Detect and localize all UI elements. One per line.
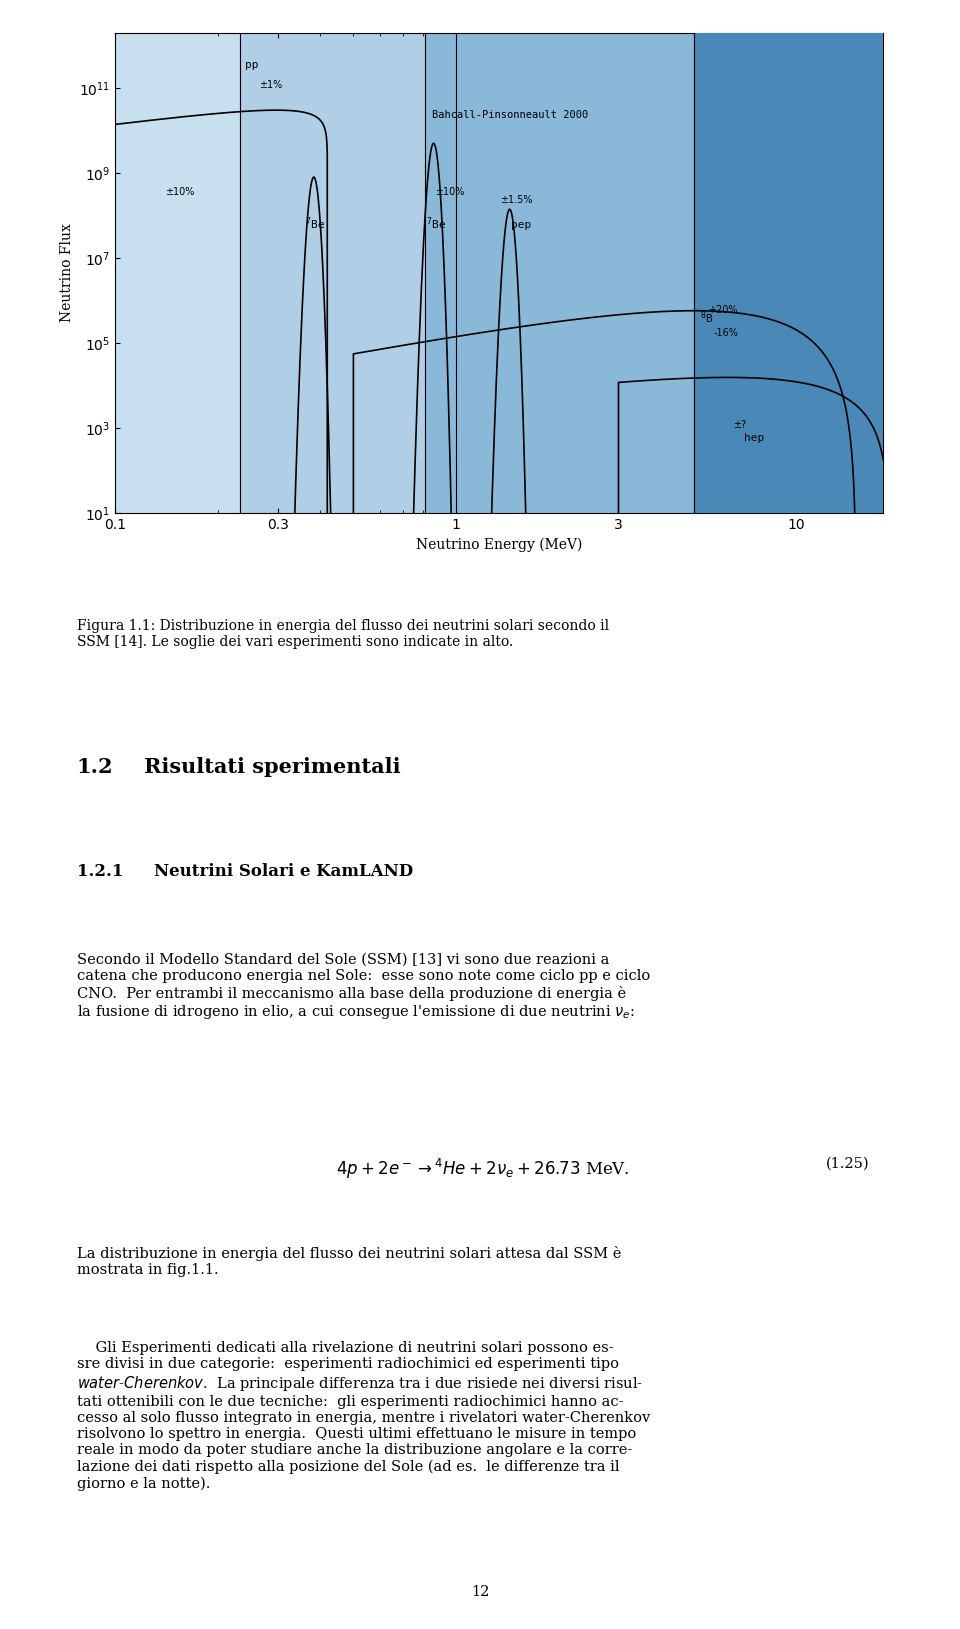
Text: hep: hep <box>744 433 764 443</box>
Bar <box>694 33 883 513</box>
Text: (1.25): (1.25) <box>826 1157 869 1171</box>
Text: ±1%: ±1% <box>259 80 282 90</box>
Text: Bahcall-Pinsonneault 2000: Bahcall-Pinsonneault 2000 <box>432 109 588 119</box>
Text: $^7$Be: $^7$Be <box>426 215 446 231</box>
Bar <box>425 33 883 513</box>
Text: 1.2: 1.2 <box>77 757 113 777</box>
Text: pep: pep <box>511 220 531 230</box>
Text: pp: pp <box>245 60 258 70</box>
Text: Neutrini Solari e KamLAND: Neutrini Solari e KamLAND <box>154 863 413 880</box>
Text: Risultati sperimentali: Risultati sperimentali <box>144 757 400 777</box>
Text: La distribuzione in energia del flusso dei neutrini solari attesa dal SSM è
most: La distribuzione in energia del flusso d… <box>77 1246 621 1277</box>
Text: 1.2.1: 1.2.1 <box>77 863 123 880</box>
Text: 12: 12 <box>470 1585 490 1600</box>
Text: Figura 1.1: Distribuzione in energia del flusso dei neutrini solari secondo il
S: Figura 1.1: Distribuzione in energia del… <box>77 619 609 650</box>
Text: ±?: ±? <box>732 420 746 430</box>
Bar <box>240 33 883 513</box>
Text: ±10%: ±10% <box>435 187 465 197</box>
Text: ±1.5%: ±1.5% <box>500 195 533 205</box>
Text: $^8$B: $^8$B <box>700 310 713 326</box>
Y-axis label: Neutrino Flux: Neutrino Flux <box>60 223 74 323</box>
X-axis label: Neutrino Energy (MeV): Neutrino Energy (MeV) <box>416 538 583 552</box>
Text: -16%: -16% <box>713 327 738 337</box>
Bar <box>115 33 883 513</box>
Text: Secondo il Modello Standard del Sole (SSM) [13] vi sono due reazioni a
catena ch: Secondo il Modello Standard del Sole (SS… <box>77 953 650 1021</box>
Text: ±10%: ±10% <box>165 187 194 197</box>
Text: $^7$Be: $^7$Be <box>304 215 324 231</box>
Text: Gli Esperimenti dedicati alla rivelazione di neutrini solari possono es-
sre div: Gli Esperimenti dedicati alla rivelazion… <box>77 1341 650 1491</box>
Text: +20%: +20% <box>708 305 737 316</box>
Text: $4p + 2e^- \rightarrow^4 He + 2\nu_e + 26.73$ MeV.: $4p + 2e^- \rightarrow^4 He + 2\nu_e + 2… <box>336 1157 630 1181</box>
